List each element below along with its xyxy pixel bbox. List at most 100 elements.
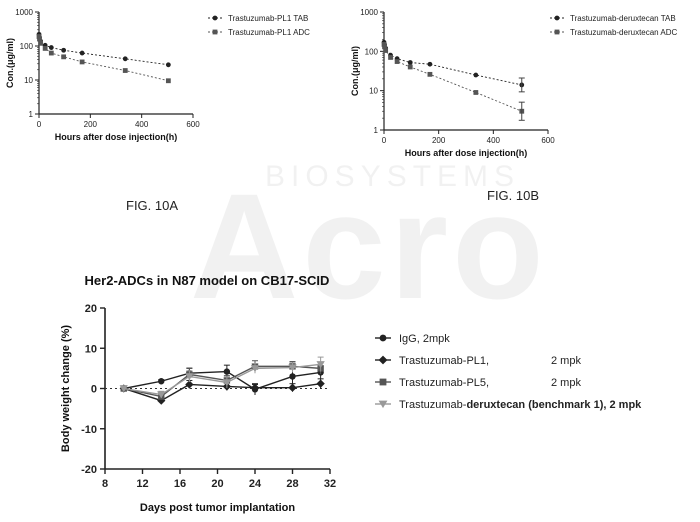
pk0-data-point bbox=[165, 62, 171, 68]
pk1-data-point bbox=[394, 59, 400, 64]
pk0-legend-marker bbox=[212, 29, 218, 35]
pk0-y-axis-label: Con.(μg/ml) bbox=[5, 38, 15, 88]
pk1-data-point bbox=[473, 72, 479, 78]
bw-x-tick-label: 28 bbox=[286, 478, 298, 490]
pk1-data-point bbox=[381, 42, 387, 47]
bw-x-tick-label: 8 bbox=[102, 478, 108, 490]
bw-data-point bbox=[289, 373, 296, 380]
pk1-legend-marker bbox=[554, 15, 560, 21]
bw-x-tick-label: 16 bbox=[174, 478, 186, 490]
pk1-y-tick-label: 100 bbox=[365, 47, 379, 56]
bw-x-axis-label: Days post tumor implantation bbox=[140, 502, 296, 514]
pk1-data-point bbox=[407, 64, 413, 70]
bw-legend-label-prefix: Trastuzumab- bbox=[399, 399, 467, 411]
bw-data-point bbox=[316, 379, 325, 388]
pk1-y-axis-label: Con.(μg/ml) bbox=[350, 46, 360, 96]
pk0-data-point bbox=[79, 50, 85, 56]
bw-data-point bbox=[185, 373, 194, 381]
pk0-data-point bbox=[48, 45, 54, 50]
bw-legend-label: Trastuzumab-deruxtecan (benchmark 1), 2 … bbox=[399, 399, 642, 411]
pk0-y-tick-label: 1000 bbox=[15, 8, 33, 17]
pk0-data-point bbox=[122, 56, 128, 62]
bw-data-point bbox=[288, 383, 297, 392]
bw-legend-dose: 2 mpk bbox=[551, 355, 581, 367]
pk0-data-point bbox=[122, 68, 128, 73]
bw-data-point bbox=[316, 361, 325, 369]
pk0-data-point bbox=[36, 34, 42, 39]
pk1-data-point bbox=[427, 71, 433, 77]
pk0-data-point bbox=[42, 45, 48, 51]
pk0-data-point bbox=[48, 50, 54, 56]
bw-x-tick-label: 32 bbox=[324, 478, 336, 490]
pk1-data-point bbox=[388, 55, 393, 60]
pk0-y-tick-label: 10 bbox=[24, 76, 33, 85]
figure-caption-10b: FIG. 10B bbox=[487, 188, 540, 203]
bw-data-point bbox=[185, 380, 194, 389]
pk0-legend-label: Trastuzumab-PL1 ADC bbox=[228, 28, 310, 37]
pk1-data-point bbox=[383, 48, 389, 53]
bw-data-point bbox=[119, 385, 128, 393]
bw-legend-dose: 2 mpk bbox=[551, 377, 581, 389]
bw-data-point bbox=[288, 364, 297, 372]
pk1-data-point bbox=[382, 44, 387, 50]
bw-x-tick-label: 24 bbox=[249, 478, 262, 490]
pk0-x-tick-label: 400 bbox=[135, 120, 149, 129]
pk1-data-point bbox=[473, 90, 479, 95]
bw-x-tick-label: 12 bbox=[136, 478, 148, 490]
bw-data-point bbox=[250, 365, 260, 373]
pk1-data-point bbox=[427, 61, 433, 67]
bw-legend-label: IgG, 2mpk bbox=[399, 333, 450, 345]
bw-legend-marker bbox=[378, 400, 388, 409]
pk0-data-point bbox=[61, 47, 67, 53]
bw-y-axis-label: Body weight change (%) bbox=[60, 325, 72, 452]
pk1-data-point bbox=[407, 60, 413, 65]
pk1-series-line bbox=[383, 42, 522, 86]
bw-legend-label: Trastuzumab-PL5, bbox=[399, 377, 489, 389]
pk0-data-point bbox=[165, 78, 171, 84]
figure-caption-10a: FIG. 10A bbox=[126, 198, 179, 213]
pk0-series-line bbox=[38, 34, 169, 66]
pk1-legend-marker bbox=[554, 29, 560, 35]
pk0-y-tick-label: 1 bbox=[29, 110, 34, 119]
bw-x-tick-label: 20 bbox=[211, 478, 223, 490]
bw-y-tick-label: 20 bbox=[85, 303, 97, 315]
bw-legend-label-bold: deruxtecan (benchmark 1), 2 mpk bbox=[466, 399, 642, 411]
pk0-x-tick-label: 0 bbox=[37, 120, 42, 129]
pk0-data-point bbox=[79, 59, 85, 65]
pk0-y-tick-label: 100 bbox=[20, 42, 34, 51]
pk0-x-axis-label: Hours after dose injection(h) bbox=[55, 132, 178, 142]
bw-data-point bbox=[250, 383, 260, 392]
pk0-series-line bbox=[38, 36, 169, 82]
bw-legend-marker bbox=[378, 355, 388, 365]
pk1-x-tick-label: 400 bbox=[487, 136, 501, 145]
pk1-legend-label: Trastuzumab-deruxtecan ADC bbox=[570, 28, 678, 37]
pk1-y-tick-label: 10 bbox=[369, 87, 378, 96]
bw-data-point bbox=[222, 379, 232, 387]
bw-legend-marker bbox=[379, 334, 387, 342]
bw-chart-title: Her2-ADCs in N87 model on CB17-SCID bbox=[85, 273, 330, 288]
bw-y-tick-label: 10 bbox=[85, 343, 97, 355]
bw-legend-label: Trastuzumab-PL1, bbox=[399, 355, 489, 367]
pk0-data-point bbox=[37, 36, 42, 42]
bw-data-point bbox=[157, 391, 166, 399]
bw-y-tick-label: -20 bbox=[81, 464, 97, 476]
pk0-data-point bbox=[38, 40, 43, 46]
pk1-y-tick-label: 1000 bbox=[360, 8, 378, 17]
pk1-x-tick-label: 0 bbox=[382, 136, 387, 145]
bw-data-point bbox=[158, 378, 165, 385]
pk0-x-tick-label: 200 bbox=[84, 120, 98, 129]
pk1-y-tick-label: 1 bbox=[374, 126, 379, 135]
pk0-data-point bbox=[61, 54, 67, 60]
pk1-series-line bbox=[383, 44, 522, 112]
bw-y-tick-label: -10 bbox=[81, 424, 97, 436]
pk1-legend-label: Trastuzumab-deruxtecan TAB bbox=[570, 14, 676, 23]
bw-data-point bbox=[223, 368, 231, 375]
pk1-x-tick-label: 600 bbox=[541, 136, 555, 145]
pk1-x-axis-label: Hours after dose injection(h) bbox=[405, 148, 528, 158]
bw-data-point bbox=[157, 396, 166, 405]
pk1-x-tick-label: 200 bbox=[432, 136, 446, 145]
pk0-legend-label: Trastuzumab-PL1 TAB bbox=[228, 14, 308, 23]
bw-y-tick-label: 0 bbox=[91, 384, 97, 396]
pk0-x-tick-label: 600 bbox=[186, 120, 200, 129]
